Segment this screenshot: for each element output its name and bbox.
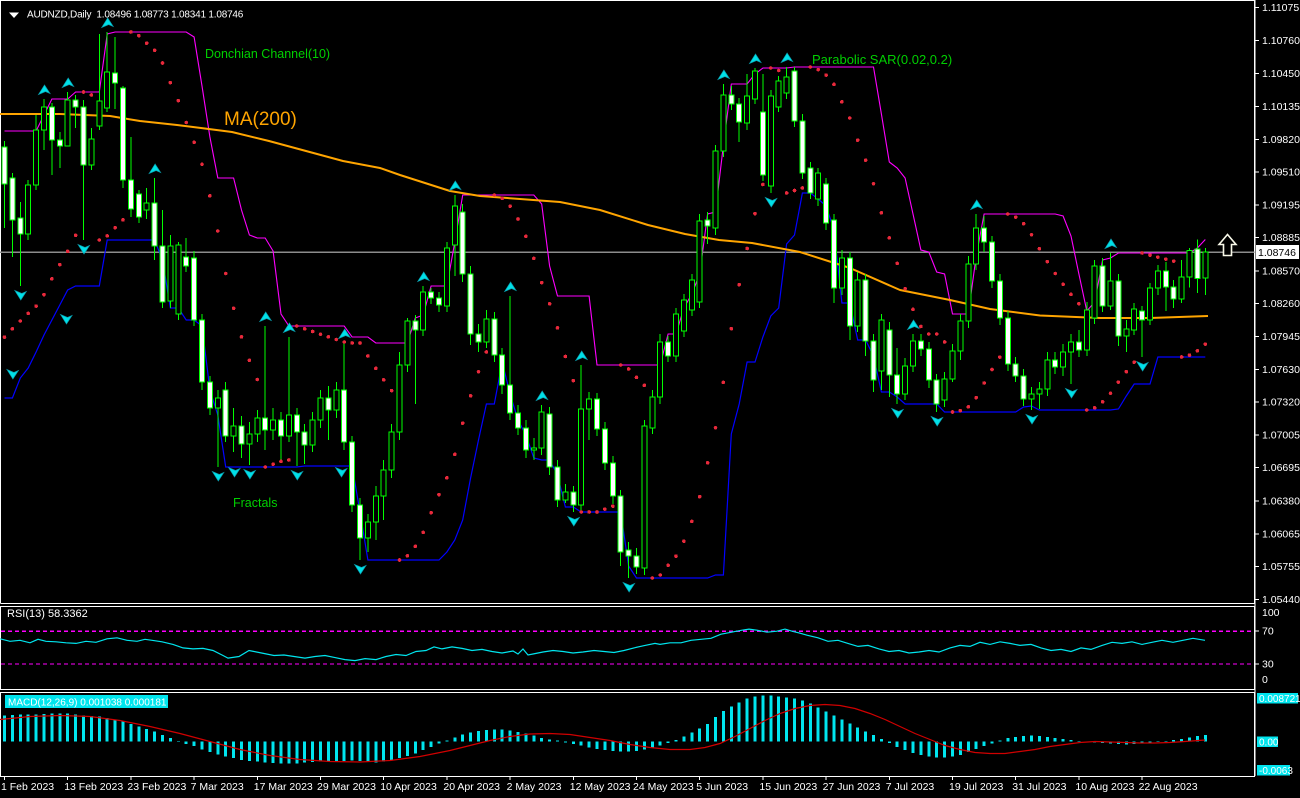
svg-text:1.10760: 1.10760 (1262, 35, 1300, 47)
svg-text:1.10450: 1.10450 (1262, 68, 1300, 80)
svg-text:0.00: 0.00 (1259, 738, 1279, 749)
svg-text:1.07630: 1.07630 (1262, 364, 1300, 376)
svg-text:1.09510: 1.09510 (1262, 167, 1300, 179)
svg-text:17 Mar 2023: 17 Mar 2023 (254, 781, 313, 793)
svg-text:RSI(13) 58.3362: RSI(13) 58.3362 (7, 608, 88, 620)
svg-text:22 Aug 2023: 22 Aug 2023 (1139, 781, 1198, 793)
svg-text:10 Aug 2023: 10 Aug 2023 (1075, 781, 1134, 793)
svg-text:30: 30 (1262, 659, 1274, 671)
svg-text:1.05440: 1.05440 (1262, 594, 1300, 606)
svg-text:0.008721: 0.008721 (1259, 694, 1300, 705)
svg-text:5 Jun 2023: 5 Jun 2023 (696, 781, 748, 793)
svg-text:1.07005: 1.07005 (1262, 430, 1300, 442)
svg-text:20 Apr 2023: 20 Apr 2023 (443, 781, 500, 793)
svg-text:29 Mar 2023: 29 Mar 2023 (317, 781, 376, 793)
svg-text:24 May 2023: 24 May 2023 (633, 781, 694, 793)
svg-text:1.08746: 1.08746 (1258, 247, 1296, 259)
svg-text:1.10135: 1.10135 (1262, 101, 1300, 113)
svg-text:7 Mar 2023: 7 Mar 2023 (191, 781, 244, 793)
svg-text:1.09195: 1.09195 (1262, 200, 1300, 212)
svg-text:13 Feb 2023: 13 Feb 2023 (64, 781, 123, 793)
svg-text:10 Apr 2023: 10 Apr 2023 (380, 781, 437, 793)
svg-text:1.08260: 1.08260 (1262, 298, 1300, 310)
svg-text:100: 100 (1262, 607, 1280, 619)
svg-text:1.11075: 1.11075 (1262, 2, 1299, 14)
svg-text:1.08885: 1.08885 (1262, 232, 1300, 244)
svg-text:1.09820: 1.09820 (1262, 134, 1300, 146)
svg-text:Donchian Channel(10): Donchian Channel(10) (205, 47, 330, 61)
svg-text:7 Jul 2023: 7 Jul 2023 (886, 781, 935, 793)
svg-text:23 Feb 2023: 23 Feb 2023 (127, 781, 186, 793)
svg-text:1.08570: 1.08570 (1262, 265, 1300, 277)
svg-text:27 Jun 2023: 27 Jun 2023 (823, 781, 881, 793)
svg-text:AUDNZD,Daily 1.08496 1.08773: AUDNZD,Daily 1.08496 1.08773 1.08341 1.0… (27, 10, 244, 21)
svg-text:31 Jul 2023: 31 Jul 2023 (1012, 781, 1066, 793)
svg-text:1 Feb 2023: 1 Feb 2023 (1, 781, 54, 793)
svg-text:Parabolic SAR(0.02,0.2): Parabolic SAR(0.02,0.2) (812, 52, 952, 67)
svg-text:70: 70 (1262, 626, 1274, 638)
svg-text:Fractals: Fractals (233, 496, 277, 510)
svg-text:0: 0 (1262, 674, 1268, 686)
svg-text:1.06380: 1.06380 (1262, 495, 1300, 507)
svg-text:19 Jul 2023: 19 Jul 2023 (949, 781, 1003, 793)
svg-text:1.05755: 1.05755 (1262, 561, 1300, 573)
svg-text:MACD(12,26,9) 0.001038 0.00018: MACD(12,26,9) 0.001038 0.000181 (8, 698, 167, 709)
svg-text:1.07945: 1.07945 (1262, 331, 1300, 343)
svg-text:1.06065: 1.06065 (1262, 528, 1300, 540)
svg-text:15 Jun 2023: 15 Jun 2023 (759, 781, 817, 793)
svg-text:MA(200): MA(200) (224, 109, 297, 130)
svg-text:-0.0063: -0.0063 (1259, 766, 1293, 777)
svg-text:1.07320: 1.07320 (1262, 397, 1300, 409)
svg-text:2 May 2023: 2 May 2023 (507, 781, 562, 793)
svg-text:1.06695: 1.06695 (1262, 462, 1300, 474)
svg-text:12 May 2023: 12 May 2023 (570, 781, 631, 793)
